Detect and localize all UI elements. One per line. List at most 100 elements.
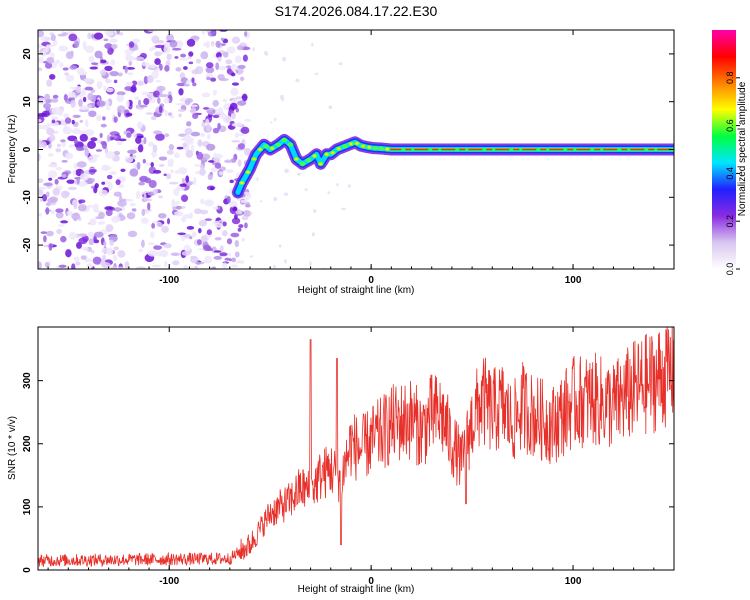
noise-blob (145, 112, 153, 115)
noise-blob (188, 56, 192, 60)
ridge-hotspot (385, 147, 389, 151)
x-tick-label: 100 (565, 275, 582, 286)
noise-blob (53, 39, 58, 46)
noise-blob (128, 61, 133, 66)
noise-blob (78, 233, 88, 237)
noise-speck (273, 197, 278, 201)
noise-blob (91, 33, 95, 39)
noise-blob (67, 186, 78, 191)
noise-blob (100, 59, 107, 64)
ridge-hotspot (325, 153, 329, 156)
noise-blob (151, 70, 159, 79)
noise-blob (218, 219, 224, 223)
noise-blob (220, 37, 225, 41)
noise-blob (44, 98, 52, 104)
noise-blob (235, 260, 245, 264)
noise-blob (46, 127, 55, 136)
heatmap-x-ticks: -100 0 100 (47, 30, 675, 286)
noise-blob (91, 178, 95, 183)
noise-blob (213, 89, 217, 96)
noise-blob (71, 119, 75, 125)
noise-blob (226, 65, 232, 69)
noise-blob (174, 152, 180, 159)
noise-blob (229, 200, 238, 208)
noise-blob (214, 237, 222, 241)
noise-blob (154, 39, 165, 44)
noise-blob (117, 250, 126, 258)
noise-blob (131, 208, 137, 212)
ridge-hotspot (246, 171, 250, 174)
noise-speck (347, 184, 351, 188)
noise-blob (191, 231, 197, 238)
noise-blob (195, 261, 205, 265)
noise-blob (203, 42, 209, 47)
noise-blob (157, 222, 163, 228)
noise-blob (184, 127, 193, 135)
snr-panel: -100 0 100 0 100 200 300 Height of straight l… (7, 326, 675, 595)
noise-blob (137, 135, 144, 139)
noise-blob (241, 93, 248, 102)
y-tick-label: 0 (22, 567, 33, 573)
noise-blob (76, 161, 87, 168)
noise-blob (55, 208, 64, 213)
noise-blob (172, 260, 180, 266)
noise-blob (151, 222, 156, 229)
y-tick-label: 200 (22, 435, 33, 452)
noise-blob (153, 130, 162, 135)
noise-blob (197, 139, 203, 147)
noise-blob (231, 264, 239, 268)
noise-blob (141, 91, 150, 96)
noise-blob (189, 104, 199, 108)
noise-blob (222, 230, 228, 237)
noise-blob (38, 112, 48, 117)
noise-blob (149, 47, 154, 52)
noise-blob (183, 244, 191, 253)
noise-blob (157, 97, 161, 105)
noise-blob (204, 218, 213, 222)
noise-blob (225, 59, 233, 65)
noise-blob (180, 53, 186, 58)
ridge-hotspot (240, 181, 244, 185)
noise-blob (73, 40, 80, 49)
noise-blob (118, 138, 127, 142)
noise-blob (124, 86, 133, 91)
noise-blob (137, 80, 144, 86)
noise-blob (171, 47, 182, 51)
noise-blob (100, 123, 107, 128)
noise-blob (154, 44, 165, 49)
noise-blob (164, 261, 168, 268)
colorbar-bar (712, 30, 736, 269)
noise-blob (82, 96, 87, 103)
noise-blob (127, 230, 138, 238)
noise-blob (217, 73, 225, 80)
noise-blob (125, 100, 130, 108)
noise-blob (201, 30, 206, 35)
noise-blob (41, 194, 48, 202)
noise-blob (67, 91, 76, 98)
noise-blob (224, 159, 233, 164)
colorbar-tick-label: 0.6 (725, 119, 735, 132)
noise-blob (109, 171, 117, 176)
noise-blob (168, 144, 175, 151)
noise-blob (98, 221, 102, 225)
noise-blob (90, 185, 95, 189)
noise-blob (231, 36, 241, 44)
noise-blob (39, 47, 48, 55)
noise-blob (115, 179, 121, 186)
noise-speck (252, 47, 255, 52)
noise-blob (48, 153, 54, 157)
noise-speck (265, 52, 269, 56)
noise-blob (164, 133, 170, 138)
noise-blob (126, 212, 136, 220)
noise-blob (191, 77, 195, 83)
noise-blob (113, 246, 120, 251)
noise-blob (178, 58, 189, 61)
noise-blob (87, 155, 98, 163)
noise-blob (196, 239, 202, 246)
noise-blob (58, 45, 69, 52)
noise-blob (73, 256, 80, 262)
noise-speck (256, 177, 259, 182)
snr-x-axis-label: Height of straight line (km) (298, 584, 415, 595)
noise-blob (212, 206, 219, 210)
noise-blob (222, 262, 228, 269)
